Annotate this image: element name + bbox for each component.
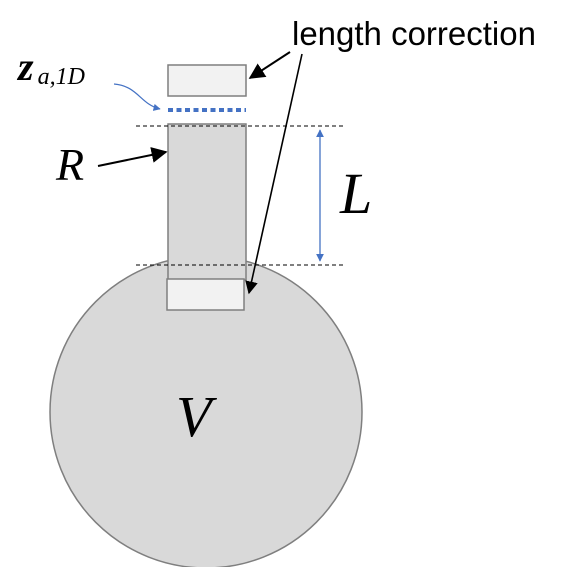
length-correction-box-bottom: [166, 278, 245, 311]
length-correction-label: length correction: [292, 15, 536, 52]
neck-rect: [167, 123, 247, 281]
impedance-symbol: z: [16, 44, 34, 89]
impedance-subscript: a,1D: [38, 64, 85, 90]
length-correction-arrow-top: [248, 51, 291, 79]
impedance-pointer-arrow: [113, 83, 161, 111]
volume-label: V: [176, 384, 218, 449]
length-correction-arrow-bottom: [245, 53, 303, 295]
length-correction-box-top: [167, 64, 247, 97]
length-label: L: [339, 161, 372, 226]
radius-label: R: [55, 139, 84, 190]
impedance-label: z a,1D: [16, 44, 85, 90]
radius-pointer-arrow: [97, 147, 168, 167]
